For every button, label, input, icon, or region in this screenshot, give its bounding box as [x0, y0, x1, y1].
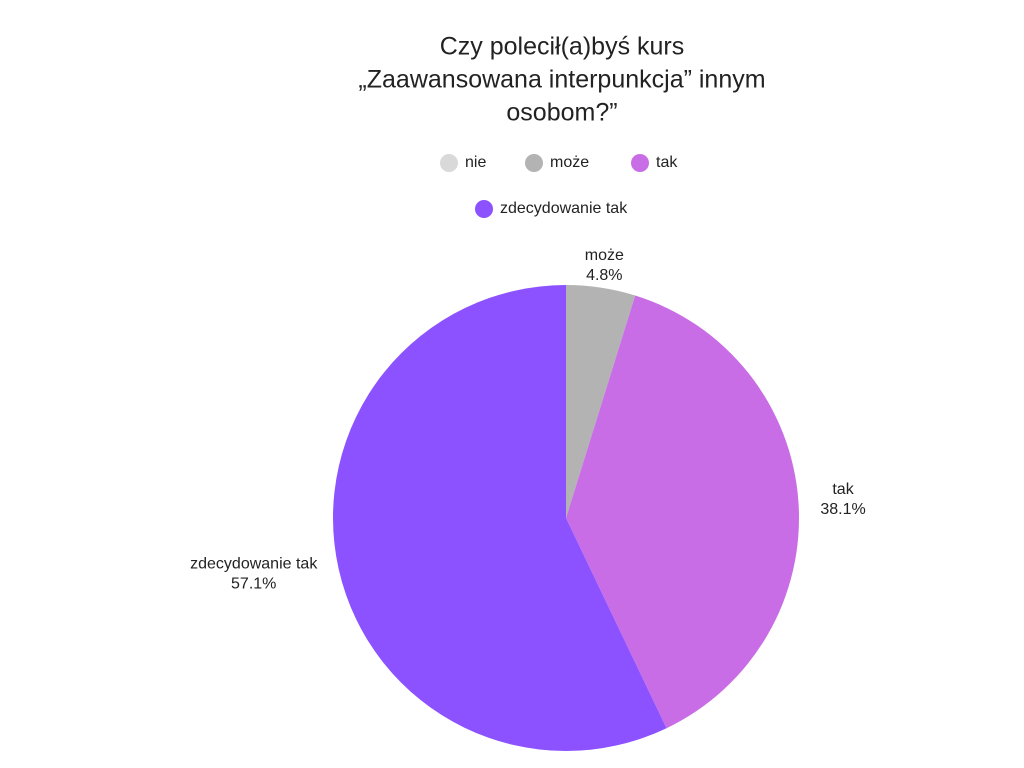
data-label-name: tak: [832, 481, 854, 498]
data-label-name: może: [585, 247, 624, 264]
legend-label: zdecydowanie tak: [500, 200, 628, 217]
chart-title: „Zaawansowana interpunkcja” innym: [358, 66, 765, 94]
legend-swatch: [440, 154, 458, 172]
legend-label: może: [550, 154, 589, 171]
chart-title: Czy polecił(a)byś kurs: [440, 33, 685, 61]
pie-slice: [566, 295, 799, 729]
data-label-name: zdecydowanie tak: [190, 556, 318, 573]
legend-swatch: [631, 154, 649, 172]
legend-label: tak: [656, 154, 678, 171]
chart-title: osobom?”: [506, 99, 617, 127]
legend-swatch: [525, 154, 543, 172]
pie-slice: [332, 285, 667, 751]
data-label: 57.1%: [231, 576, 276, 593]
pie-slice: [566, 285, 636, 518]
legend-label: nie: [465, 154, 486, 171]
legend-swatch: [475, 200, 493, 218]
data-label: 4.8%: [586, 267, 622, 284]
data-label: 38.1%: [820, 501, 865, 518]
